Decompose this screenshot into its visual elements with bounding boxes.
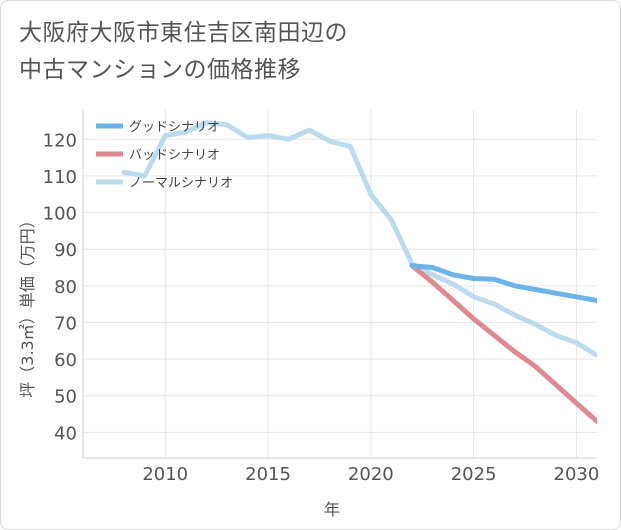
chart-title-line2: 中古マンションの価格推移 [19, 57, 301, 83]
y-tick-label: 110 [43, 167, 77, 188]
x-tick-label: 2030 [554, 464, 600, 485]
y-tick-label: 120 [43, 130, 77, 151]
series-line-0 [409, 263, 597, 303]
x-tick-label: 2020 [348, 464, 394, 485]
y-tick-label: 70 [54, 313, 77, 334]
chart-title: 大阪府大阪市東住吉区南田辺の 中古マンションの価格推移 [19, 15, 348, 89]
y-axis-ticks: 40 50 60 70 80 90 100 110 120 [43, 130, 77, 444]
x-axis-label: 年 [324, 500, 340, 519]
legend-label-1: バッドシナリオ [129, 148, 220, 163]
x-tick-label: 2010 [142, 464, 188, 485]
legend-label-0: グッドシナリオ [129, 120, 220, 135]
x-tick-label: 2015 [245, 464, 291, 485]
series-line-1 [409, 263, 597, 424]
y-tick-label: 60 [54, 350, 77, 371]
series-lines [121, 120, 597, 424]
series-line-2 [121, 120, 597, 358]
gridlines [82, 110, 597, 459]
y-tick-label: 90 [54, 240, 77, 261]
y-tick-label: 50 [54, 387, 77, 408]
chart-title-line1: 大阪府大阪市東住吉区南田辺の [19, 20, 348, 46]
legend-label-2: ノーマルシナリオ [129, 176, 233, 191]
y-tick-label: 80 [54, 277, 77, 298]
y-tick-label: 40 [54, 423, 77, 444]
y-tick-label: 100 [43, 204, 77, 225]
x-axis-ticks: 2010 2015 2020 2025 2030 [142, 464, 599, 485]
x-tick-label: 2025 [451, 464, 497, 485]
y-axis-label: 坪（3.3㎡）単価（万円） [18, 212, 37, 397]
